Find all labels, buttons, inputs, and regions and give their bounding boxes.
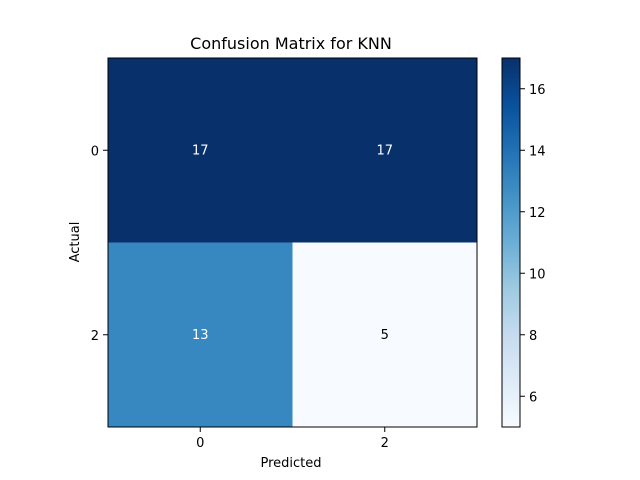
y-tick-label: 0 (91, 144, 99, 159)
x-tick-label: 2 (381, 436, 389, 451)
heatmap-cell-r0-c0 (108, 58, 293, 243)
y-axis-label: Actual (68, 222, 83, 263)
y-tick-label: 2 (91, 329, 99, 344)
colorbar-ticks: 6 8 10 12 14 16 (520, 83, 546, 405)
colorbar-tick-label: 14 (529, 144, 546, 159)
heatmap-cell-r1-c0 (108, 242, 293, 427)
cell-value-label: 17 (376, 143, 393, 158)
colorbar-tick-label: 10 (529, 267, 546, 282)
cell-value-label: 5 (381, 328, 389, 343)
colorbar-tick-label: 8 (529, 329, 537, 344)
plot-frame (107, 57, 478, 428)
cell-value-label: 17 (192, 143, 209, 158)
colorbar (501, 57, 521, 428)
colorbar-tick-label: 6 (529, 390, 537, 405)
heatmap-cell-r0-c1 (292, 58, 477, 243)
cell-value-label: 13 (192, 328, 209, 343)
colorbar-tick-label: 12 (529, 206, 546, 221)
heatmap-cell-labels: 17 17 13 5 (192, 143, 393, 343)
x-axis-label: Predicted (260, 456, 321, 471)
heatmap-cells (108, 58, 477, 427)
chart-title: Confusion Matrix for KNN (190, 34, 392, 53)
y-axis: 02 (91, 144, 108, 344)
heatmap-cell-r1-c1 (292, 242, 477, 427)
x-tick-label: 0 (196, 436, 204, 451)
colorbar-tick-label: 16 (529, 83, 546, 98)
